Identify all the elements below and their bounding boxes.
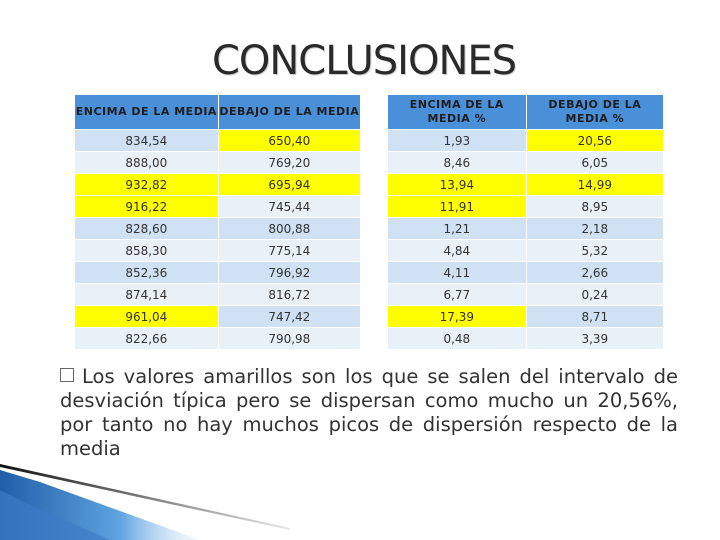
table-cell: 1,93: [387, 129, 527, 152]
table-cell: 747,42: [217, 305, 362, 328]
table-row: 834,54 650,40: [74, 129, 362, 152]
bullet-box-icon: [60, 368, 74, 382]
table-cell: 3,39: [525, 327, 665, 350]
header-below-mean-pct: DEBAJO DE LA MEDIA %: [525, 94, 665, 130]
table-cell: 796,92: [217, 261, 362, 284]
table-cell: 834,54: [74, 129, 219, 152]
table-row: 11,91 8,95: [387, 195, 665, 218]
table-row: 822,66 790,98: [74, 327, 362, 350]
table-cell: 916,22: [74, 195, 219, 218]
table-cell: 6,05: [525, 151, 665, 174]
table-cell: 8,95: [525, 195, 665, 218]
table-cell: 2,18: [525, 217, 665, 240]
table-cell: 4,11: [387, 261, 527, 284]
table-cell: 1,21: [387, 217, 527, 240]
conclusion-bullet: Los valores amarillos son los que se sal…: [60, 365, 678, 461]
header-below-mean: DEBAJO DE LA MEDIA: [217, 94, 362, 130]
table-cell: 650,40: [217, 129, 362, 152]
table-row: 17,39 8,71: [387, 305, 665, 328]
header-above-mean: ENCIMA DE LA MEDIA: [74, 94, 219, 130]
table-cell: 6,77: [387, 283, 527, 306]
table-cell: 888,00: [74, 151, 219, 174]
table-row: 1,21 2,18: [387, 217, 665, 240]
table-cell: 8,71: [525, 305, 665, 328]
slide-title: CONCLUSIONES: [211, 38, 517, 84]
table-cell: 745,44: [217, 195, 362, 218]
table-cell: 961,04: [74, 305, 219, 328]
table-body: 834,54 650,40 888,00 769,20 932,82 695,94 916,…: [74, 129, 362, 350]
table-row: 916,22 745,44: [74, 195, 362, 218]
table-cell: 0,48: [387, 327, 527, 350]
table-cell: 14,99: [525, 173, 665, 196]
table-cell: 695,94: [217, 173, 362, 196]
table-cell: 800,88: [217, 217, 362, 240]
table-cell: 874,14: [74, 283, 219, 306]
table-percentages: ENCIMA DE LA MEDIA % DEBAJO DE LA MEDIA …: [387, 94, 665, 350]
table-row: 874,14 816,72: [74, 283, 362, 306]
decorative-swoosh: [0, 464, 290, 540]
table-cell: 932,82: [74, 173, 219, 196]
table-cell: 769,20: [217, 151, 362, 174]
table-cell: 8,46: [387, 151, 527, 174]
table-cell: 20,56: [525, 129, 665, 152]
table-body: 1,93 20,56 8,46 6,05 13,94 14,99 11,91 8,95 1,21…: [387, 129, 665, 350]
table-cell: 790,98: [217, 327, 362, 350]
conclusion-text: Los valores amarillos son los que se sal…: [60, 365, 678, 460]
table-row: 961,04 747,42: [74, 305, 362, 328]
table-row: 4,84 5,32: [387, 239, 665, 262]
table-row: 4,11 2,66: [387, 261, 665, 284]
table-row: 888,00 769,20: [74, 151, 362, 174]
table-cell: 828,60: [74, 217, 219, 240]
table-cell: 13,94: [387, 173, 527, 196]
table-cell: 4,84: [387, 239, 527, 262]
header-above-mean-pct: ENCIMA DE LA MEDIA %: [387, 94, 527, 130]
table-cell: 5,32: [525, 239, 665, 262]
table-values: ENCIMA DE LA MEDIA DEBAJO DE LA MEDIA 83…: [74, 94, 362, 350]
table-cell: 858,30: [74, 239, 219, 262]
table-cell: 816,72: [217, 283, 362, 306]
table-row: 13,94 14,99: [387, 173, 665, 196]
table-header-row: ENCIMA DE LA MEDIA % DEBAJO DE LA MEDIA …: [387, 94, 665, 130]
table-row: 858,30 775,14: [74, 239, 362, 262]
table-header-row: ENCIMA DE LA MEDIA DEBAJO DE LA MEDIA: [74, 94, 362, 130]
table-cell: 0,24: [525, 283, 665, 306]
table-cell: 2,66: [525, 261, 665, 284]
table-row: 0,48 3,39: [387, 327, 665, 350]
table-cell: 775,14: [217, 239, 362, 262]
table-cell: 822,66: [74, 327, 219, 350]
table-row: 6,77 0,24: [387, 283, 665, 306]
table-row: 932,82 695,94: [74, 173, 362, 196]
table-row: 8,46 6,05: [387, 151, 665, 174]
table-cell: 17,39: [387, 305, 527, 328]
table-row: 1,93 20,56: [387, 129, 665, 152]
table-cell: 852,36: [74, 261, 219, 284]
table-row: 828,60 800,88: [74, 217, 362, 240]
table-cell: 11,91: [387, 195, 527, 218]
table-row: 852,36 796,92: [74, 261, 362, 284]
